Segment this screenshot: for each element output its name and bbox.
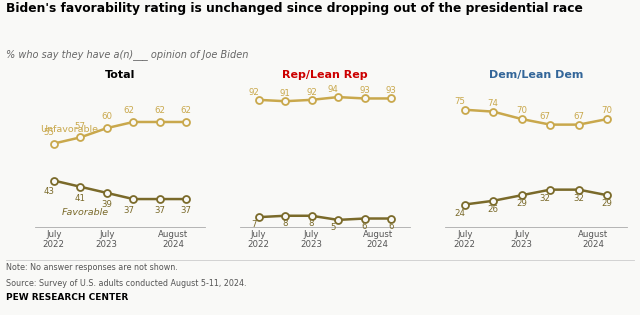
Text: 7: 7 [251,220,257,229]
Text: Source: Survey of U.S. adults conducted August 5-11, 2024.: Source: Survey of U.S. adults conducted … [6,279,247,288]
Text: 29: 29 [516,199,527,208]
Text: 57: 57 [75,122,86,131]
Text: PEW RESEARCH CENTER: PEW RESEARCH CENTER [6,293,129,302]
Text: 94: 94 [328,85,339,94]
Text: Favorable: Favorable [62,208,109,217]
Text: 37: 37 [154,206,165,215]
Title: Rep/Lean Rep: Rep/Lean Rep [282,70,367,80]
Text: 6: 6 [388,221,394,231]
Text: 70: 70 [602,106,612,115]
Text: 8: 8 [309,219,314,228]
Text: 62: 62 [154,106,165,115]
Text: 8: 8 [282,219,288,228]
Text: 43: 43 [44,187,54,196]
Text: 60: 60 [101,112,112,121]
Text: 32: 32 [573,194,584,203]
Text: 24: 24 [454,209,465,218]
Text: 74: 74 [488,99,499,107]
Text: 62: 62 [123,106,134,115]
Text: 67: 67 [540,112,550,121]
Text: 37: 37 [180,206,192,215]
Title: Total: Total [105,70,135,80]
Text: 91: 91 [280,89,291,98]
Text: 92: 92 [306,88,317,97]
Text: 93: 93 [359,86,370,95]
Text: 41: 41 [75,193,86,203]
Text: Note: No answer responses are not shown.: Note: No answer responses are not shown. [6,263,178,272]
Text: 93: 93 [386,86,397,95]
Text: 62: 62 [180,106,192,115]
Text: 5: 5 [330,223,336,232]
Text: 75: 75 [454,97,465,106]
Text: 32: 32 [540,194,550,203]
Title: Dem/Lean Dem: Dem/Lean Dem [489,70,583,80]
Text: 39: 39 [101,200,112,209]
Text: 92: 92 [248,88,259,97]
Text: 55: 55 [44,128,54,137]
Text: 70: 70 [516,106,527,115]
Text: Unfavorable: Unfavorable [40,125,99,134]
Text: 26: 26 [488,205,499,214]
Text: 37: 37 [123,206,134,215]
Text: 29: 29 [602,199,612,208]
Text: 6: 6 [362,221,367,231]
Text: Biden's favorability rating is unchanged since dropping out of the presidential : Biden's favorability rating is unchanged… [6,2,583,14]
Text: % who say they have a(n)___ opinion of Joe Biden: % who say they have a(n)___ opinion of J… [6,49,249,60]
Text: 67: 67 [573,112,584,121]
